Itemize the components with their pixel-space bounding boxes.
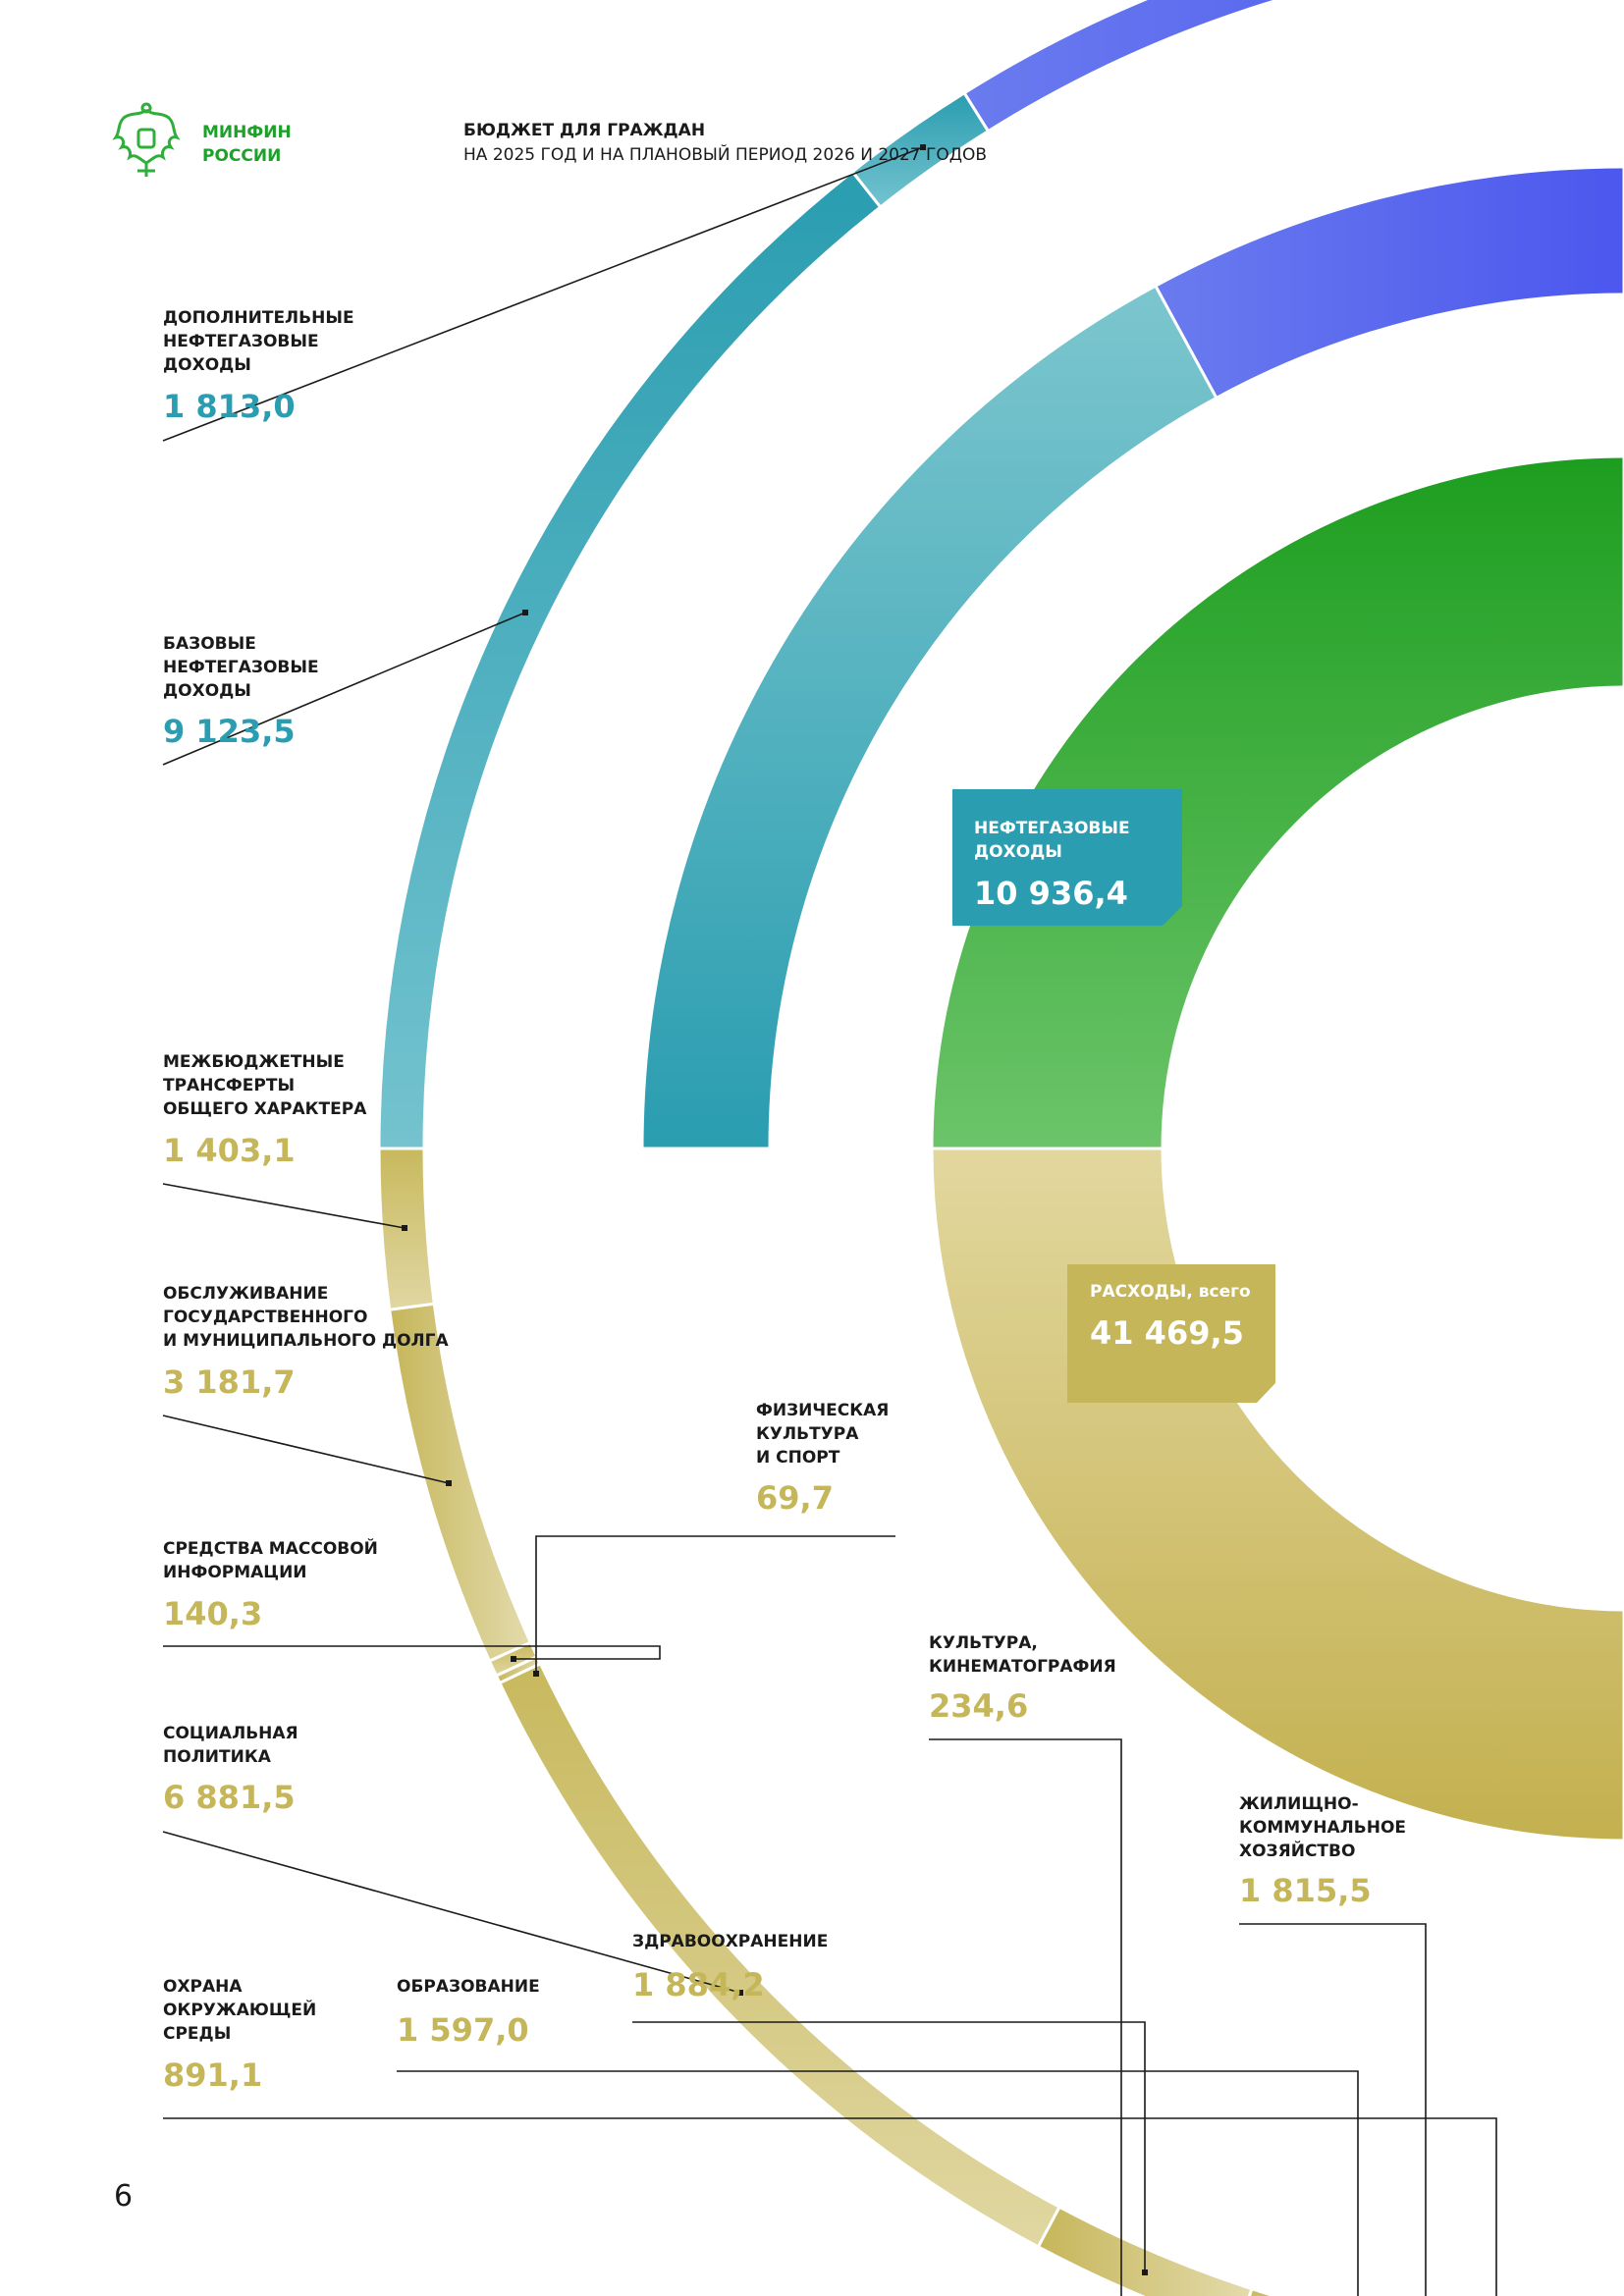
neftegaz-box-value: 10 936,4 xyxy=(974,875,1128,912)
value-mezhbyudzh: 1 403,1 xyxy=(163,1132,296,1169)
org-name-line1: МИНФИН xyxy=(202,123,292,142)
value-zdrav: 1 884,2 xyxy=(632,1966,765,2003)
value-dolg: 3 181,7 xyxy=(163,1363,296,1401)
leader-zdrav-dot xyxy=(1142,2269,1148,2275)
leader-okhrana xyxy=(163,2117,1497,2296)
leader-smi xyxy=(163,1645,661,1660)
leader-obraz xyxy=(397,2070,1359,2296)
neftegaz-box xyxy=(952,789,1182,926)
org-name-line2: РОССИИ xyxy=(202,146,282,166)
leader-dolg-dot xyxy=(446,1480,452,1486)
leader-mezhbyudzh-dot xyxy=(402,1225,407,1231)
expenditure-outer-soc xyxy=(497,1661,1062,2249)
leader-smi-dot xyxy=(511,1656,516,1662)
leader-soc xyxy=(162,1831,741,1994)
label-zdrav: ЗДРАВООХРАНЕНИЕ xyxy=(632,1932,829,1951)
value-okhrana: 891,1 xyxy=(163,2056,263,2094)
org-name: МИНФИН РОССИИ xyxy=(202,121,292,168)
emblem-icon xyxy=(112,102,181,177)
expenditure-ring-top xyxy=(930,454,1624,1150)
label-sport: ФИЗИЧЕСКАЯ КУЛЬТУРА И СПОРТ xyxy=(756,1401,890,1468)
label-okhrana: ОХРАНА ОКРУЖАЮЩЕЙ СРЕДЫ xyxy=(163,1977,317,2044)
leader-baz-neftegaz xyxy=(162,612,526,766)
value-soc: 6 881,5 xyxy=(163,1779,296,1816)
value-obraz: 1 597,0 xyxy=(397,2011,529,2049)
leader-sport xyxy=(535,1535,895,1674)
revenue-outer-blue xyxy=(961,0,1283,133)
leader-dop-neftegaz-dot xyxy=(920,144,926,150)
value-smi: 140,3 xyxy=(163,1595,263,1632)
value-dop-neftegaz: 1 813,0 xyxy=(163,388,296,425)
label-zhkh: ЖИЛИЩНО- КОММУНАЛЬНОЕ ХОЗЯЙСТВО xyxy=(1239,1794,1407,1861)
value-zhkh: 1 815,5 xyxy=(1239,1872,1372,1909)
raskhody-box-label: РАСХОДЫ, всего xyxy=(1090,1282,1251,1302)
label-obraz: ОБРАЗОВАНИЕ xyxy=(397,1977,540,1997)
leader-zhkh xyxy=(1239,1923,1427,2296)
label-smi: СРЕДСТВА МАССОВОЙ ИНФОРМАЦИИ xyxy=(163,1539,378,1582)
value-baz-neftegaz: 9 123,5 xyxy=(163,713,296,750)
leader-dop-neftegaz xyxy=(162,146,924,442)
page-title: БЮДЖЕТ ДЛЯ ГРАЖДАН xyxy=(463,121,706,140)
value-kultura: 234,6 xyxy=(929,1687,1029,1725)
label-kultura: КУЛЬТУРА, КИНЕМАТОГРАФИЯ xyxy=(929,1633,1116,1677)
leader-sport-dot xyxy=(533,1671,539,1677)
leader-zdrav xyxy=(632,2021,1146,2272)
revenue-mid-teal xyxy=(640,284,1218,1150)
value-sport: 69,7 xyxy=(756,1479,834,1517)
expenditure-ring-bottom xyxy=(930,1147,1624,1842)
label-mezhbyudzh: МЕЖБЮДЖЕТНЫЕ ТРАНСФЕРТЫ ОБЩЕГО ХАРАКТЕРА xyxy=(163,1052,367,1119)
label-dolg: ОБСЛУЖИВАНИЕ ГОСУДАРСТВЕННОГО И МУНИЦИПА… xyxy=(163,1284,449,1351)
expenditure-outer-kultura xyxy=(1247,2286,1279,2296)
label-dop-neftegaz: ДОПОЛНИТЕЛЬНЫЕ НЕФТЕГАЗОВЫЕ ДОХОДЫ xyxy=(163,308,354,375)
leader-kultura xyxy=(929,1738,1122,2296)
label-soc: СОЦИАЛЬНАЯ ПОЛИТИКА xyxy=(163,1724,298,1767)
revenue-mid-blue xyxy=(1153,165,1624,400)
leader-mezhbyudzh xyxy=(162,1183,406,1229)
page-number: 6 xyxy=(114,2179,134,2214)
page-subtitle: НА 2025 ГОД И НА ПЛАНОВЫЙ ПЕРИОД 2026 И … xyxy=(463,145,988,165)
expenditure-outer-dolg xyxy=(388,1302,533,1664)
neftegaz-box-label: НЕФТЕГАЗОВЫЕ ДОХОДЫ xyxy=(974,819,1130,862)
leader-baz-neftegaz-dot xyxy=(522,610,528,615)
leader-dolg xyxy=(162,1415,450,1484)
leader-soc-dot xyxy=(737,1990,743,1996)
raskhody-box xyxy=(1067,1264,1275,1403)
label-baz-neftegaz: БАЗОВЫЕ НЕФТЕГАЗОВЫЕ ДОХОДЫ xyxy=(163,634,319,701)
raskhody-box-value: 41 469,5 xyxy=(1090,1314,1244,1352)
